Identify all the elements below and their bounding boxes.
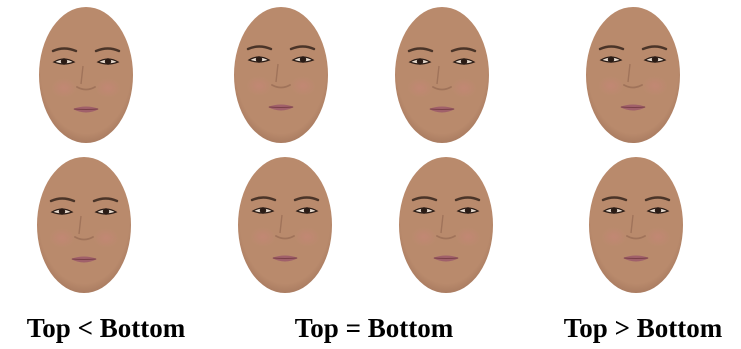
face-top-right <box>585 6 681 144</box>
face-bottom-left <box>36 156 132 294</box>
face-top-center-left <box>233 6 329 144</box>
label-top-greater-than-bottom: Top > Bottom <box>563 313 723 343</box>
label-top-equals-bottom: Top = Bottom <box>294 313 454 343</box>
face-top-center-right <box>394 6 490 144</box>
face-bottom-center-right <box>398 156 494 294</box>
label-top-less-than-bottom: Top < Bottom <box>26 313 186 343</box>
face-top-left <box>38 6 134 144</box>
face-bottom-center-left <box>237 156 333 294</box>
face-bottom-right <box>588 156 684 294</box>
